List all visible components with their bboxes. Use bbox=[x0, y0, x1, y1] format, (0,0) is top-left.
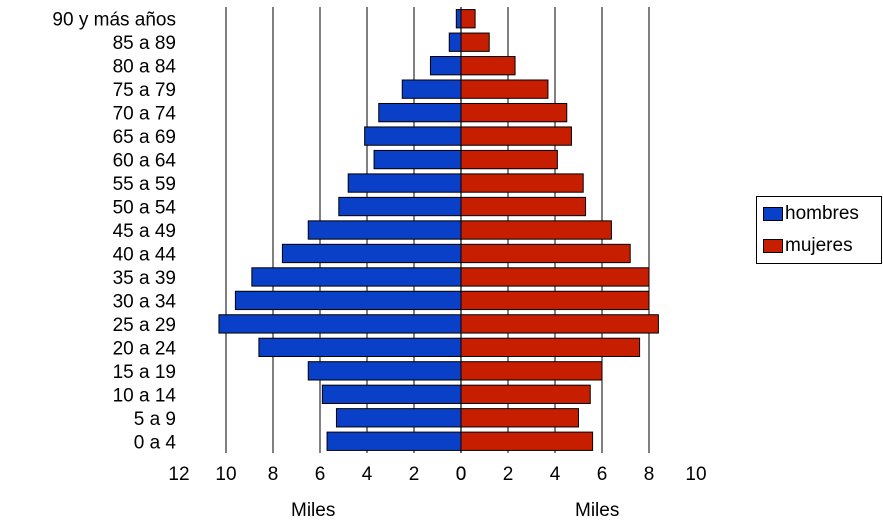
x-tick-right-2: 2 bbox=[503, 464, 514, 485]
category-label-2: 80 a 84 bbox=[113, 57, 177, 78]
category-label-12: 30 a 34 bbox=[113, 291, 177, 312]
bar-mujeres-4 bbox=[460, 102, 568, 123]
bar-mujeres-16 bbox=[460, 384, 591, 404]
bar-hombres-14 bbox=[258, 337, 462, 358]
legend-label-hombres: hombres bbox=[785, 203, 859, 224]
bar-hombres-18 bbox=[326, 431, 462, 451]
bar-mujeres-6 bbox=[460, 149, 558, 170]
bar-hombres-13 bbox=[218, 314, 462, 334]
bar-hombres-16 bbox=[321, 384, 462, 404]
bar-hombres-3 bbox=[401, 79, 462, 99]
bar-mujeres-14 bbox=[460, 337, 641, 358]
bar-mujeres-18 bbox=[460, 431, 594, 451]
bar-mujeres-5 bbox=[460, 126, 572, 146]
category-label-18: 0 a 4 bbox=[134, 432, 177, 453]
x-tick-left-4: 4 bbox=[362, 464, 373, 485]
bar-hombres-2 bbox=[429, 56, 462, 76]
x-tick-right-10: 10 bbox=[685, 464, 706, 485]
legend-label-mujeres: mujeres bbox=[785, 235, 853, 256]
x-tick-left-0: 0 bbox=[456, 464, 467, 485]
category-label-15: 15 a 19 bbox=[113, 362, 176, 383]
bar-hombres-0 bbox=[455, 9, 462, 29]
category-label-5: 65 a 69 bbox=[113, 127, 176, 148]
bar-mujeres-3 bbox=[460, 79, 549, 99]
legend: hombres mujeres bbox=[756, 196, 882, 264]
x-tick-right-6: 6 bbox=[597, 464, 608, 485]
category-label-14: 20 a 24 bbox=[113, 338, 177, 359]
bar-mujeres-12 bbox=[460, 290, 650, 311]
x-tick-left-2: 2 bbox=[409, 464, 420, 485]
bar-mujeres-17 bbox=[460, 408, 579, 428]
x-tick-right-0: 0 bbox=[456, 464, 467, 485]
bar-hombres-17 bbox=[335, 408, 462, 428]
bar-mujeres-1 bbox=[460, 32, 490, 52]
bar-mujeres-11 bbox=[460, 267, 650, 287]
legend-swatch-mujeres bbox=[763, 239, 783, 253]
bar-mujeres-13 bbox=[460, 314, 659, 334]
bar-hombres-6 bbox=[373, 149, 462, 170]
bar-mujeres-10 bbox=[460, 243, 631, 264]
category-label-17: 5 a 9 bbox=[134, 409, 176, 430]
x-tick-right-8: 8 bbox=[644, 464, 655, 485]
bar-mujeres-7 bbox=[460, 173, 584, 193]
bar-hombres-10 bbox=[281, 243, 462, 264]
category-label-1: 85 a 89 bbox=[113, 33, 176, 54]
x-tick-left-10: 10 bbox=[215, 464, 236, 485]
category-label-11: 35 a 39 bbox=[113, 268, 176, 289]
bar-hombres-8 bbox=[338, 196, 462, 217]
x-axis-title-left: Miles bbox=[291, 500, 336, 521]
bar-mujeres-0 bbox=[460, 9, 476, 29]
category-label-10: 40 a 44 bbox=[113, 244, 177, 265]
bar-hombres-1 bbox=[448, 32, 462, 52]
bar-hombres-12 bbox=[234, 290, 462, 311]
bars bbox=[218, 9, 659, 451]
category-label-6: 60 a 64 bbox=[113, 151, 177, 172]
bar-mujeres-9 bbox=[460, 220, 612, 240]
category-label-16: 10 a 14 bbox=[113, 385, 177, 406]
bar-hombres-4 bbox=[378, 102, 462, 123]
bar-hombres-15 bbox=[307, 361, 462, 381]
bar-hombres-7 bbox=[347, 173, 462, 193]
legend-item-mujeres: mujeres bbox=[763, 235, 853, 257]
x-tick-left-6: 6 bbox=[315, 464, 326, 485]
category-label-9: 45 a 49 bbox=[113, 221, 176, 242]
x-tick-left-8: 8 bbox=[268, 464, 279, 485]
legend-swatch-hombres bbox=[763, 207, 783, 221]
category-label-0: 90 y más años bbox=[52, 10, 176, 31]
bar-hombres-9 bbox=[307, 220, 462, 240]
bar-hombres-5 bbox=[364, 126, 462, 146]
category-label-7: 55 a 59 bbox=[113, 174, 176, 195]
legend-item-hombres: hombres bbox=[763, 203, 859, 225]
x-tick-right-4: 4 bbox=[550, 464, 561, 485]
x-axis-title-right: Miles bbox=[575, 500, 620, 521]
category-label-3: 75 a 79 bbox=[113, 80, 176, 101]
category-label-8: 50 a 54 bbox=[113, 198, 177, 219]
category-label-13: 25 a 29 bbox=[113, 315, 176, 336]
bar-mujeres-2 bbox=[460, 56, 516, 76]
bar-mujeres-15 bbox=[460, 361, 603, 381]
x-tick-labels: 12 10 8 6 4 2 00 2 4 6 8 10 bbox=[168, 464, 706, 485]
category-label-4: 70 a 74 bbox=[113, 104, 177, 125]
bar-hombres-11 bbox=[251, 267, 462, 287]
x-tick-left-12: 12 bbox=[168, 464, 189, 485]
bar-mujeres-8 bbox=[460, 196, 587, 217]
